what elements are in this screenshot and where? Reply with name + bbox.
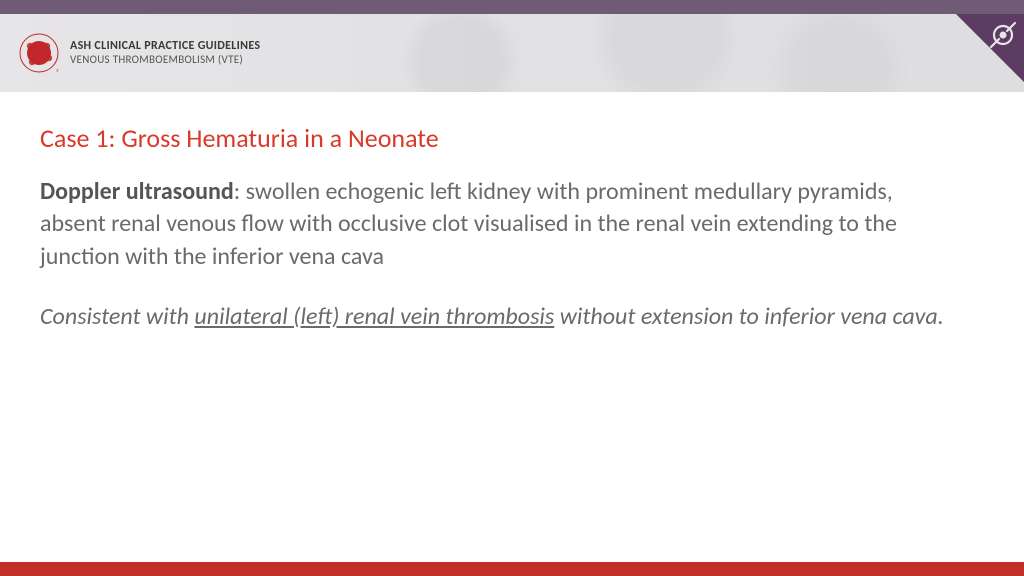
- paragraph-findings: Doppler ultrasound: swollen echogenic le…: [40, 176, 960, 273]
- diagnosis-pre: Consistent with: [40, 302, 194, 331]
- diagnosis-post: without extension to inferior vena cava.: [554, 302, 944, 331]
- org-logo-block: ASH CLINICAL PRACTICE GUIDELINES VENOUS …: [18, 32, 260, 74]
- diagnosis-underlined: unilateral (left) renal vein thrombosis: [194, 302, 554, 331]
- top-stripe: [0, 0, 1024, 14]
- footer-stripe: [0, 562, 1024, 576]
- paragraph-diagnosis: Consistent with unilateral (left) renal …: [40, 301, 960, 333]
- slide: ASH CLINICAL PRACTICE GUIDELINES VENOUS …: [0, 0, 1024, 576]
- header-band: ASH CLINICAL PRACTICE GUIDELINES VENOUS …: [0, 14, 1024, 92]
- content-area: Case 1: Gross Hematuria in a Neonate Dop…: [0, 92, 1024, 562]
- case-title: Case 1: Gross Hematuria in a Neonate: [40, 122, 984, 154]
- ash-logo-icon: [18, 32, 60, 74]
- org-title-line1: ASH CLINICAL PRACTICE GUIDELINES: [70, 40, 260, 54]
- clot-icon: [988, 20, 1018, 50]
- corner-badge: [956, 14, 1024, 82]
- org-title-block: ASH CLINICAL PRACTICE GUIDELINES VENOUS …: [70, 40, 260, 66]
- org-title-line2: VENOUS THROMBOEMBOLISM (VTE): [70, 54, 260, 67]
- findings-lead: Doppler ultrasound: [40, 177, 234, 206]
